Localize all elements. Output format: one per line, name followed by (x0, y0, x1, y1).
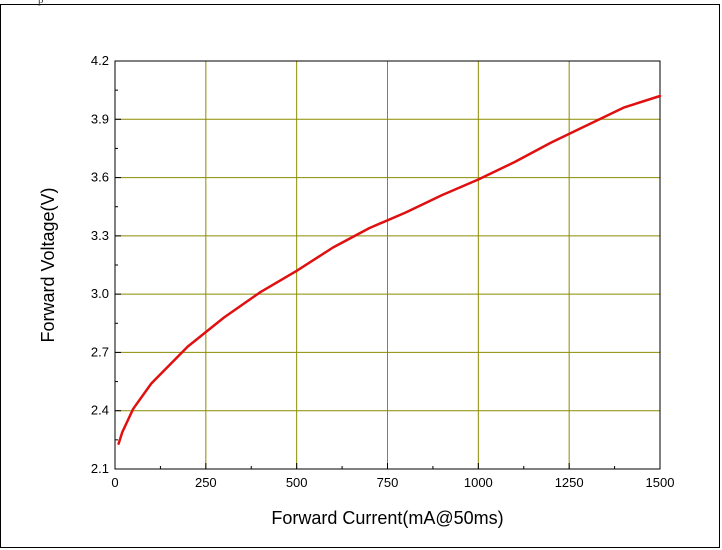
y-tick-label: 4.2 (91, 53, 109, 68)
top-text-fragment: p (38, 0, 44, 6)
y-tick-label: 2.4 (91, 403, 109, 418)
x-tick-label: 1500 (646, 475, 675, 490)
x-tick-label: 0 (111, 475, 118, 490)
y-tick-label: 3.6 (91, 170, 109, 185)
y-tick-label: 3.3 (91, 228, 109, 243)
x-tick-label: 750 (377, 475, 399, 490)
grid (115, 61, 660, 469)
series (117, 94, 662, 445)
ticks (114, 60, 661, 470)
y-axis-title: Forward Voltage(V) (38, 187, 58, 342)
chart-frame (0, 4, 720, 548)
x-tick-label: 1250 (555, 475, 584, 490)
x-axis-title: Forward Current(mA@50ms) (271, 508, 503, 528)
y-tick-label: 3.0 (91, 286, 109, 301)
x-tick-label: 250 (195, 475, 217, 490)
series-line (117, 94, 662, 445)
y-tick-label: 3.9 (91, 111, 109, 126)
tick-labels: 0 250 500 750 1000 1250 1500 2.1 2.4 2.7 3.0 3.3 3.6… (91, 53, 675, 490)
x-tick-label: 500 (286, 475, 308, 490)
x-tick-label: 1000 (464, 475, 493, 490)
y-tick-label: 2.1 (91, 461, 109, 476)
y-tick-label: 2.7 (91, 344, 109, 359)
